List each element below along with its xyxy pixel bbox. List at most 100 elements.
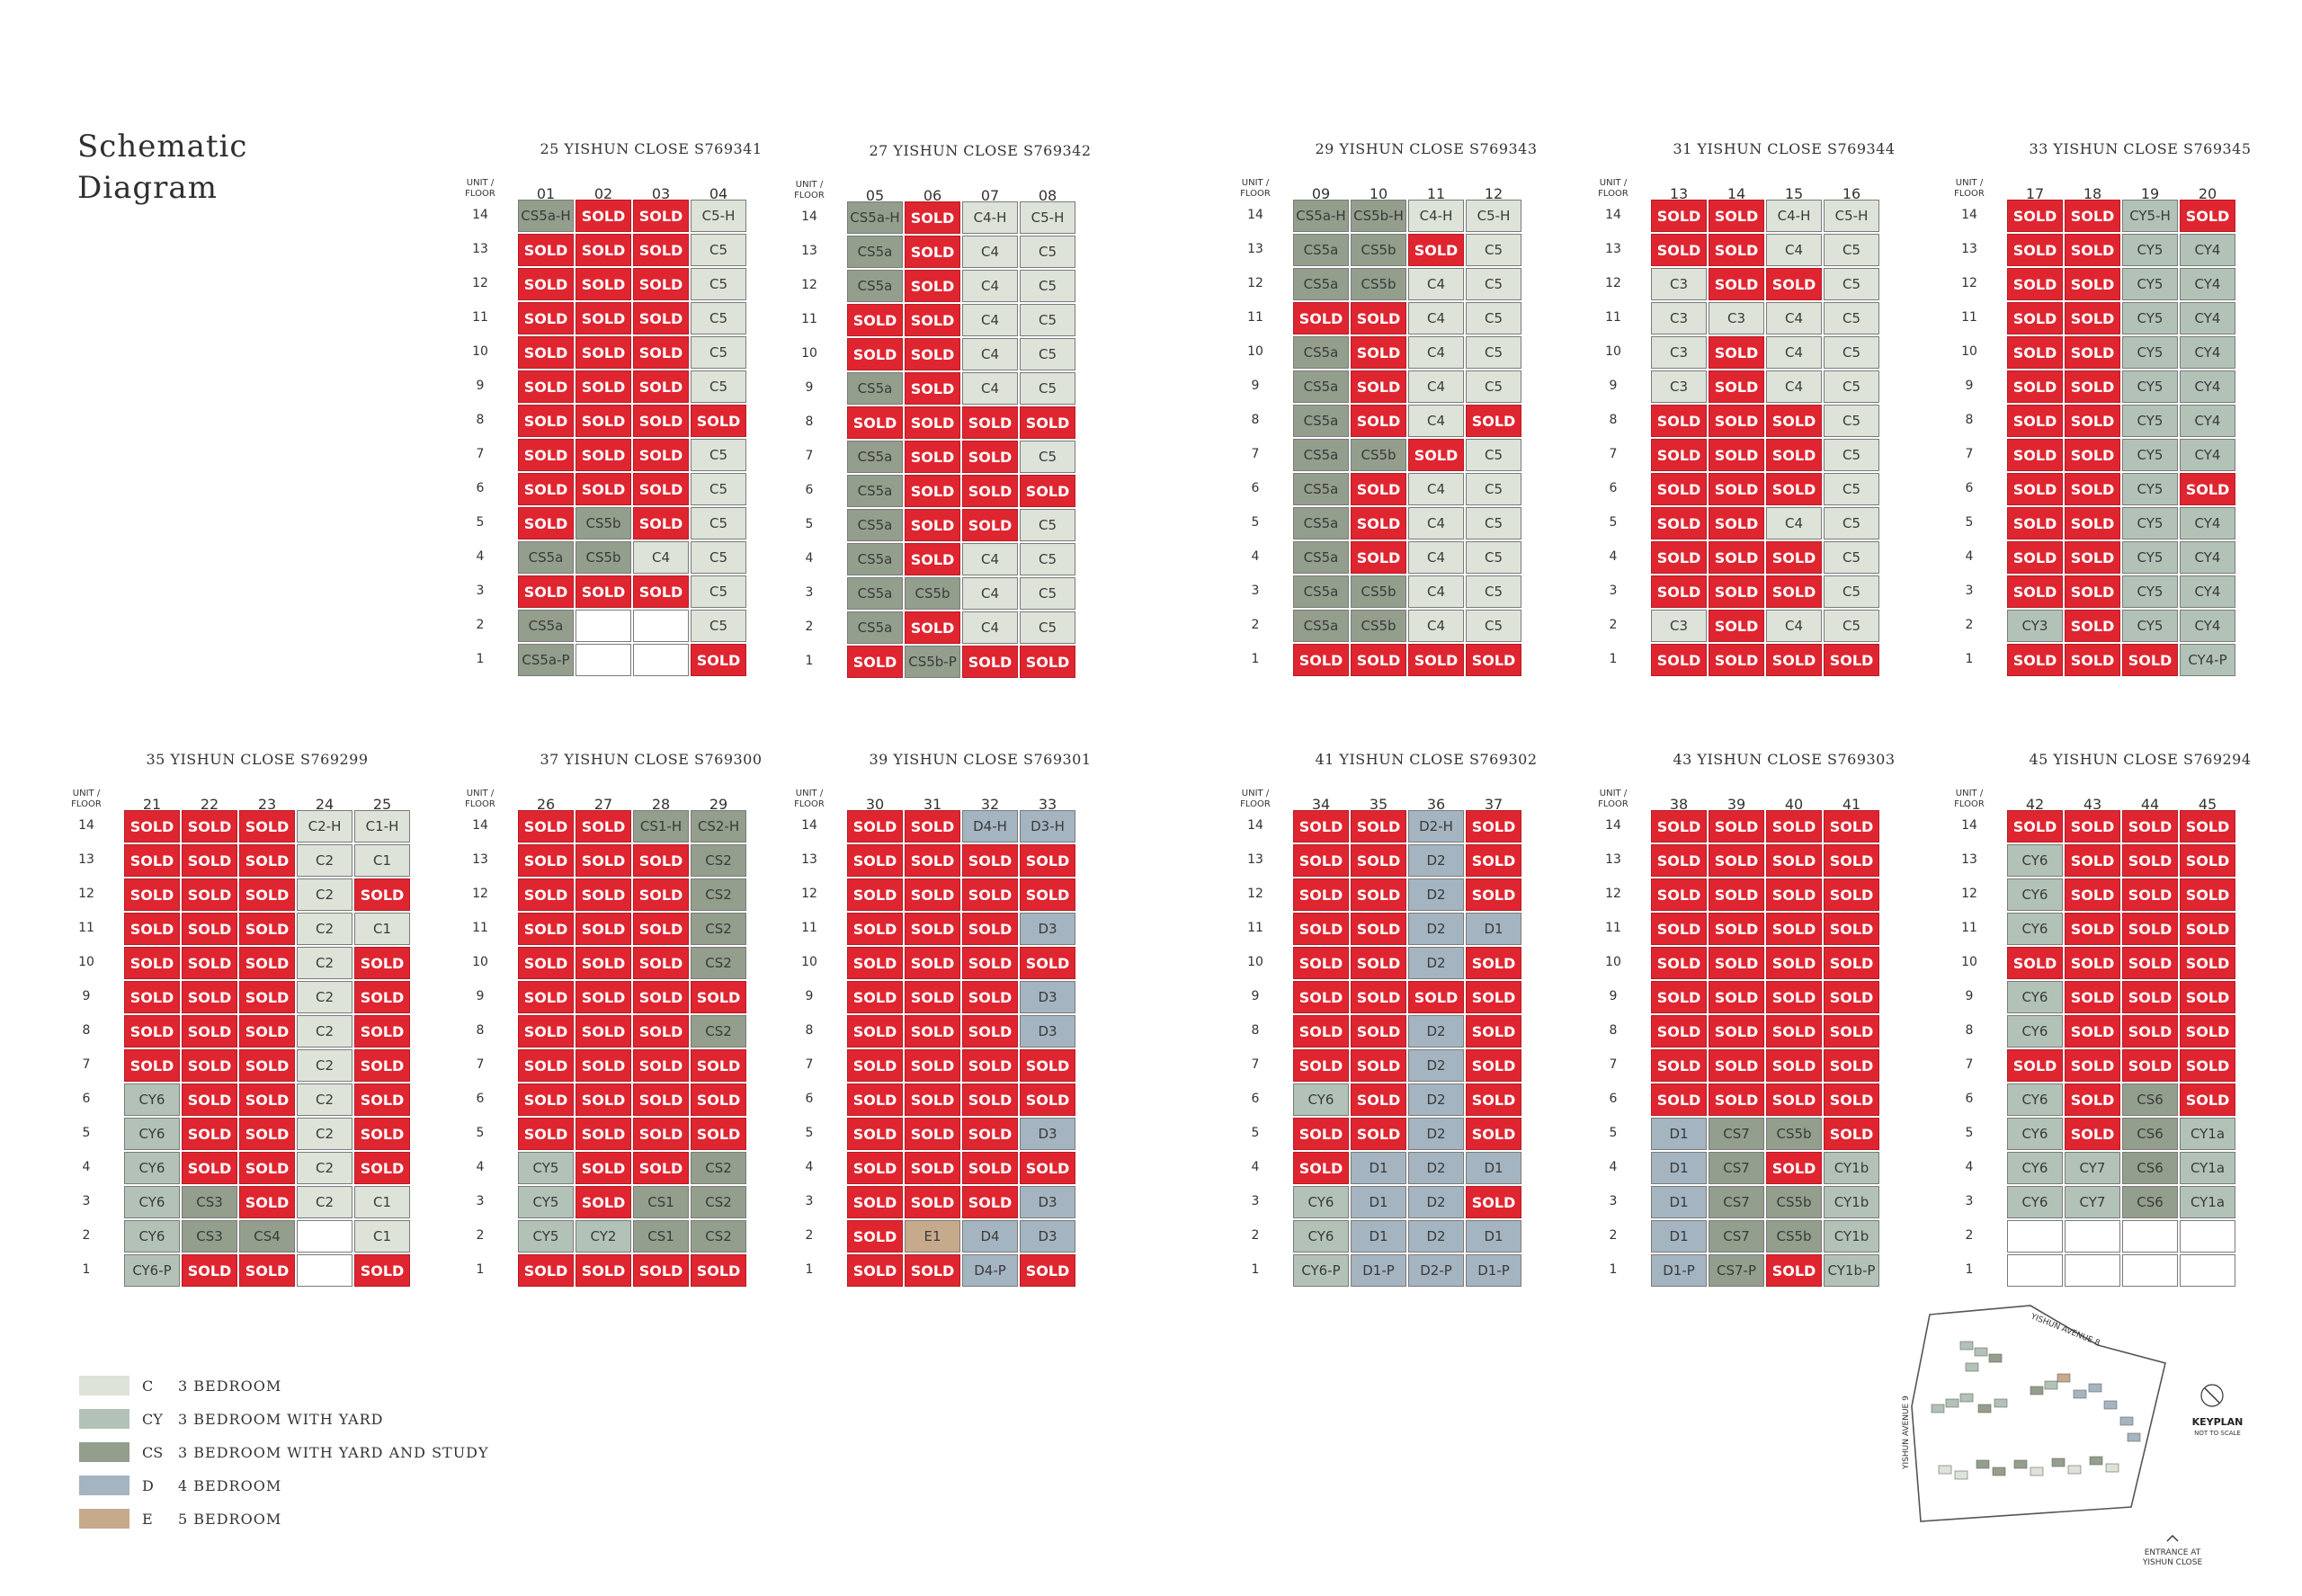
unit-cell-sold[interactable]: SOLD [2007, 810, 2063, 843]
unit-cell-sold[interactable]: SOLD [1709, 507, 1764, 539]
unit-cell-available[interactable]: CY6 [2007, 844, 2063, 877]
unit-cell-sold[interactable]: SOLD [905, 844, 960, 877]
unit-cell-available[interactable]: CY6 [1293, 1186, 1349, 1218]
unit-cell-available[interactable]: D1-P [1351, 1254, 1406, 1287]
unit-cell-available[interactable]: CS2 [691, 844, 746, 877]
unit-cell-sold[interactable]: SOLD [182, 913, 237, 945]
unit-cell-sold[interactable]: SOLD [905, 270, 960, 302]
unit-cell-sold[interactable]: SOLD [1766, 1015, 1822, 1048]
unit-cell-sold[interactable]: SOLD [633, 234, 689, 266]
unit-cell-available[interactable]: C4 [1408, 336, 1464, 369]
unit-cell-sold[interactable]: SOLD [1466, 810, 1521, 843]
unit-cell-available[interactable]: CY6 [2007, 1083, 2063, 1116]
unit-cell-sold[interactable]: SOLD [1020, 406, 1075, 439]
unit-cell-sold[interactable]: SOLD [2122, 644, 2178, 676]
unit-cell-sold[interactable]: SOLD [354, 1015, 410, 1048]
unit-cell-available[interactable]: C4-H [1408, 200, 1464, 232]
unit-cell-sold[interactable]: SOLD [518, 575, 574, 608]
unit-cell-sold[interactable]: SOLD [1408, 644, 1464, 676]
unit-cell-sold[interactable]: SOLD [239, 810, 295, 843]
unit-cell-sold[interactable]: SOLD [905, 236, 960, 268]
unit-cell-sold[interactable]: SOLD [1351, 370, 1406, 403]
unit-cell-available[interactable]: C4 [962, 611, 1018, 644]
unit-cell-sold[interactable]: SOLD [354, 1049, 410, 1082]
unit-cell-sold[interactable]: SOLD [1651, 234, 1707, 266]
unit-cell-available[interactable]: D3-H [1020, 810, 1075, 843]
unit-cell-sold[interactable]: SOLD [1293, 302, 1349, 334]
unit-cell-available[interactable]: CY5 [2122, 234, 2178, 266]
unit-cell-sold[interactable]: SOLD [576, 810, 631, 843]
unit-cell-available[interactable]: C4 [962, 338, 1018, 370]
unit-cell-sold[interactable]: SOLD [691, 644, 746, 676]
unit-cell-available[interactable]: D2-H [1408, 810, 1464, 843]
unit-cell-sold[interactable]: SOLD [905, 981, 960, 1013]
unit-cell-available[interactable]: CY1b [1824, 1220, 1879, 1253]
unit-cell-available[interactable]: C4 [1408, 473, 1464, 505]
unit-cell-sold[interactable]: SOLD [633, 302, 689, 334]
unit-cell-available[interactable]: C4 [1408, 370, 1464, 403]
unit-cell-sold[interactable]: SOLD [1651, 200, 1707, 232]
unit-cell-sold[interactable]: SOLD [962, 913, 1018, 945]
unit-cell-sold[interactable]: SOLD [1766, 439, 1822, 471]
unit-cell-sold[interactable]: SOLD [1709, 981, 1764, 1013]
unit-cell-sold[interactable]: SOLD [2007, 575, 2063, 608]
unit-cell-sold[interactable]: SOLD [1351, 947, 1406, 979]
unit-cell-sold[interactable]: SOLD [2180, 810, 2235, 843]
unit-cell-available[interactable]: D4 [962, 1220, 1018, 1253]
unit-cell-available[interactable]: C5 [1466, 370, 1521, 403]
unit-cell-sold[interactable]: SOLD [2180, 947, 2235, 979]
unit-cell-sold[interactable]: SOLD [2065, 507, 2120, 539]
unit-cell-sold[interactable]: SOLD [576, 575, 631, 608]
unit-cell-sold[interactable]: SOLD [847, 913, 903, 945]
unit-cell-sold[interactable]: SOLD [633, 268, 689, 300]
unit-cell-available[interactable]: CY5 [518, 1152, 574, 1184]
unit-cell-available[interactable]: C4 [1408, 610, 1464, 642]
unit-cell-available[interactable]: CS5b [1351, 439, 1406, 471]
unit-cell-sold[interactable]: SOLD [1824, 947, 1879, 979]
unit-cell-sold[interactable]: SOLD [1766, 844, 1822, 877]
unit-cell-available[interactable]: CS5a [1293, 575, 1349, 608]
unit-cell-available[interactable]: C5 [691, 541, 746, 574]
unit-cell-sold[interactable]: SOLD [182, 1254, 237, 1287]
unit-cell-available[interactable]: D1 [1351, 1220, 1406, 1253]
unit-cell-sold[interactable]: SOLD [239, 981, 295, 1013]
unit-cell-sold[interactable]: SOLD [1824, 1015, 1879, 1048]
unit-cell-available[interactable]: C5 [1020, 338, 1075, 370]
unit-cell-available[interactable]: C4 [1766, 302, 1822, 334]
unit-cell-sold[interactable]: SOLD [1709, 200, 1764, 232]
unit-cell-sold[interactable]: SOLD [962, 1015, 1018, 1048]
unit-cell-available[interactable]: C5 [1020, 543, 1075, 575]
unit-cell-available[interactable]: C5 [691, 268, 746, 300]
unit-cell-sold[interactable]: SOLD [239, 1083, 295, 1116]
unit-cell-sold[interactable]: SOLD [1709, 234, 1764, 266]
unit-cell-sold[interactable]: SOLD [1651, 878, 1707, 911]
unit-cell-available[interactable]: C4 [1766, 610, 1822, 642]
unit-cell-sold[interactable]: SOLD [1824, 810, 1879, 843]
unit-cell-sold[interactable]: SOLD [847, 1118, 903, 1150]
unit-cell-sold[interactable]: SOLD [1351, 473, 1406, 505]
unit-cell-sold[interactable]: SOLD [1709, 947, 1764, 979]
unit-cell-sold[interactable]: SOLD [2007, 370, 2063, 403]
unit-cell-available[interactable]: C5 [1466, 336, 1521, 369]
unit-cell-available[interactable]: C2 [297, 1152, 352, 1184]
unit-cell-sold[interactable]: SOLD [1466, 1083, 1521, 1116]
unit-cell-sold[interactable]: SOLD [124, 878, 180, 911]
unit-cell-sold[interactable]: SOLD [1766, 644, 1822, 676]
unit-cell-sold[interactable]: SOLD [354, 947, 410, 979]
unit-cell-sold[interactable]: SOLD [1709, 844, 1764, 877]
unit-cell-available[interactable]: CY5 [2122, 507, 2178, 539]
unit-cell-available[interactable]: C4-H [1766, 200, 1822, 232]
unit-cell-sold[interactable]: SOLD [1020, 475, 1075, 507]
unit-cell-available[interactable]: C4 [962, 543, 1018, 575]
unit-cell-available[interactable]: D2 [1408, 913, 1464, 945]
unit-cell-sold[interactable]: SOLD [962, 406, 1018, 439]
unit-cell-sold[interactable]: SOLD [847, 304, 903, 336]
unit-cell-available[interactable]: CS5a [847, 475, 903, 507]
unit-cell-sold[interactable]: SOLD [354, 1254, 410, 1287]
unit-cell-available[interactable]: CS5a [847, 441, 903, 473]
unit-cell-sold[interactable]: SOLD [633, 473, 689, 505]
unit-cell-available[interactable]: CS5a [1293, 336, 1349, 369]
unit-cell-sold[interactable]: SOLD [239, 1118, 295, 1150]
unit-cell-available[interactable]: CS2 [691, 913, 746, 945]
unit-cell-sold[interactable]: SOLD [2065, 405, 2120, 437]
